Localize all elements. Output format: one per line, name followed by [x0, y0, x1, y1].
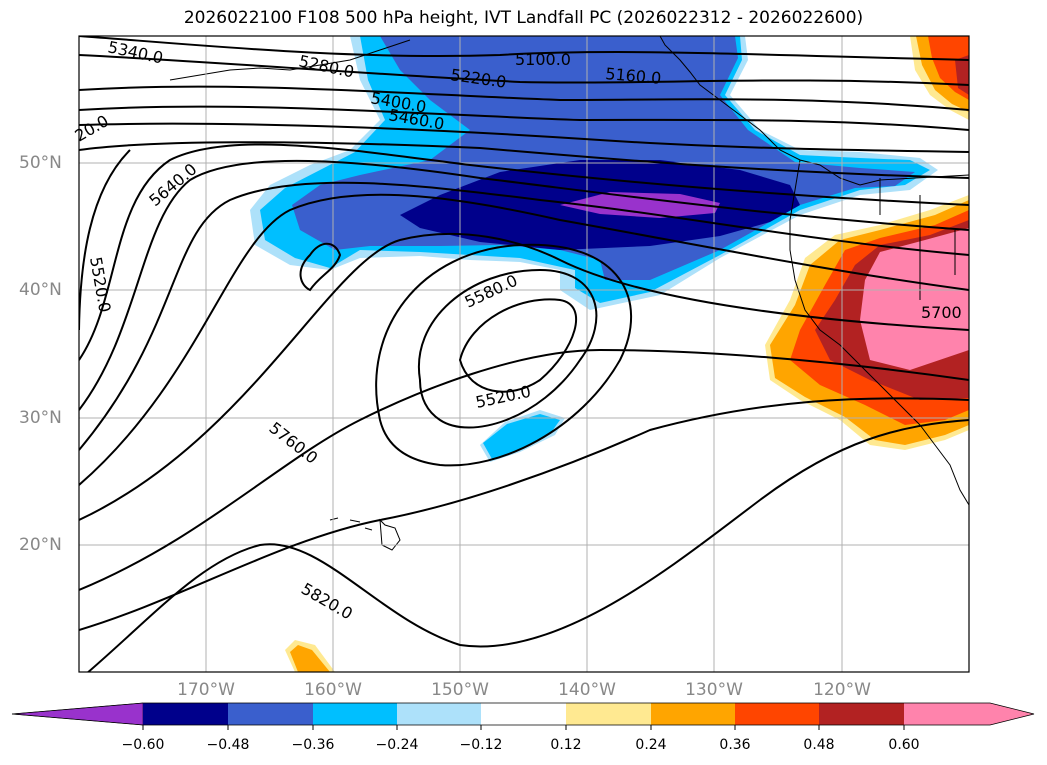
colorbar-bin — [735, 703, 819, 725]
lon-label: 150°W — [431, 680, 489, 700]
height-contours — [79, 36, 969, 672]
lat-label: 20°N — [19, 535, 62, 555]
lat-label: 50°N — [19, 153, 62, 173]
colorbar-bin — [481, 703, 566, 725]
colorbar — [11, 702, 1035, 730]
contour-label: 5100.0 — [515, 50, 571, 69]
colorbar-extend-min — [11, 702, 144, 726]
map-frame — [78, 35, 970, 673]
contour-label: 5700 — [921, 303, 962, 322]
colorbar-extend-max — [904, 703, 1034, 725]
colorbar-tick-label: −0.24 — [375, 737, 419, 753]
colorbar-bin — [313, 703, 397, 725]
map-title: 2026022100 F108 500 hPa height, IVT Land… — [183, 8, 864, 28]
colorbar-bin — [651, 703, 735, 725]
colorbar-tick-label: −0.36 — [291, 737, 335, 753]
lon-label: 140°W — [558, 680, 616, 700]
contour-label: 5160.0 — [605, 64, 662, 88]
lat-label: 30°N — [19, 408, 62, 428]
colorbar-tick-label: −0.12 — [459, 737, 503, 753]
negative-ivt-shading — [250, 36, 938, 462]
colorbar-tick-label: 0.12 — [550, 737, 582, 753]
lon-label: 130°W — [685, 680, 743, 700]
lon-label: 160°W — [304, 680, 362, 700]
lat-label: 40°N — [19, 280, 62, 300]
colorbar-tick-label: −0.48 — [206, 737, 250, 753]
colorbar-bin — [819, 703, 904, 725]
colorbar-tick-label: 0.36 — [719, 737, 751, 753]
colorbar-bin — [143, 703, 228, 725]
colorbar-tick-label: 0.48 — [803, 737, 835, 753]
lon-label: 170°W — [177, 680, 235, 700]
lon-label: 120°W — [813, 680, 871, 700]
colorbar-bin — [566, 703, 651, 725]
colorbar-tick-label: −0.60 — [121, 737, 165, 753]
colorbar-bin — [397, 703, 481, 725]
graticule — [79, 36, 969, 672]
colorbar-tick-label: 0.24 — [635, 737, 667, 753]
colorbar-bin — [228, 703, 313, 725]
colorbar-tick-label: 0.60 — [888, 737, 920, 753]
